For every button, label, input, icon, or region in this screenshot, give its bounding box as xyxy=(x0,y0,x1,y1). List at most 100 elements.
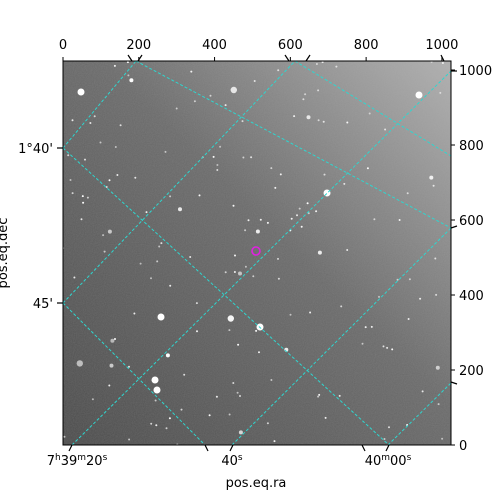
star xyxy=(195,302,198,305)
star xyxy=(169,284,172,287)
star xyxy=(227,315,234,322)
star xyxy=(165,353,170,358)
grid-line xyxy=(231,227,451,445)
bright-star xyxy=(153,386,161,394)
grid-line xyxy=(63,61,296,304)
star xyxy=(128,438,131,441)
star xyxy=(71,119,74,122)
star xyxy=(323,173,326,176)
star xyxy=(154,399,157,402)
star xyxy=(216,164,219,166)
star xyxy=(196,330,198,333)
star xyxy=(259,218,262,221)
star xyxy=(382,345,385,348)
star xyxy=(293,115,296,118)
star xyxy=(407,318,410,320)
star xyxy=(228,413,231,416)
star xyxy=(277,277,280,280)
star xyxy=(315,63,318,65)
star xyxy=(128,365,130,368)
star xyxy=(364,326,367,329)
star xyxy=(80,218,83,221)
star xyxy=(441,437,444,440)
star xyxy=(99,141,102,144)
star xyxy=(236,391,239,394)
star xyxy=(239,395,241,397)
star xyxy=(296,214,298,217)
star xyxy=(108,179,111,182)
star xyxy=(180,408,183,411)
star xyxy=(266,422,269,425)
star xyxy=(373,218,376,221)
top-tick-label: 400 xyxy=(202,38,227,53)
star xyxy=(386,346,389,349)
star xyxy=(133,312,136,315)
star xyxy=(368,112,371,115)
star xyxy=(244,265,247,268)
star xyxy=(370,325,373,328)
star xyxy=(384,128,387,131)
star xyxy=(252,275,255,278)
star xyxy=(193,100,196,103)
grid-line xyxy=(63,147,390,445)
star xyxy=(366,167,369,170)
star xyxy=(391,348,394,351)
star xyxy=(116,174,119,176)
star xyxy=(63,435,66,438)
star xyxy=(274,186,277,189)
star xyxy=(168,417,171,420)
star xyxy=(266,221,269,224)
star xyxy=(435,365,440,370)
star xyxy=(419,297,422,300)
top-pixel-axis: 0 200 400 600 800 1000 xyxy=(59,38,458,61)
plot-frame xyxy=(62,60,452,446)
ra-tick-label-2: 40m00s xyxy=(365,453,412,469)
star xyxy=(298,207,301,210)
star xyxy=(102,234,105,237)
star xyxy=(86,196,89,199)
star xyxy=(224,271,227,274)
star xyxy=(150,277,152,280)
star xyxy=(84,158,86,161)
star xyxy=(208,414,211,417)
star xyxy=(93,115,96,118)
star xyxy=(145,211,148,214)
star xyxy=(212,155,215,158)
star xyxy=(338,394,341,397)
star xyxy=(224,104,227,107)
y-axis-title: pos.eq.dec xyxy=(0,218,11,289)
star xyxy=(306,115,311,120)
star xyxy=(216,169,219,171)
star xyxy=(398,219,401,221)
star xyxy=(273,440,276,443)
star xyxy=(432,184,435,187)
star xyxy=(388,426,390,429)
star xyxy=(110,338,115,343)
star xyxy=(198,194,201,197)
star xyxy=(178,207,182,212)
right-pixel-axis: 0 200 400 600 800 1000 xyxy=(451,64,492,454)
grid-line xyxy=(135,61,451,229)
star xyxy=(247,219,250,222)
star xyxy=(237,343,240,346)
star xyxy=(232,204,235,207)
star xyxy=(114,338,116,340)
coordinate-grid xyxy=(63,61,451,445)
star xyxy=(277,69,280,72)
star xyxy=(306,202,309,205)
star xyxy=(69,179,72,181)
world-tick-marks xyxy=(57,54,458,452)
star xyxy=(183,373,186,376)
dec-tick-label-1: 45' xyxy=(33,297,53,312)
star xyxy=(343,182,346,185)
star xyxy=(89,122,92,124)
star xyxy=(241,120,244,123)
star xyxy=(255,229,260,234)
star xyxy=(244,229,247,232)
star xyxy=(441,62,444,64)
star xyxy=(228,329,231,332)
right-tick-label: 0 xyxy=(459,439,467,454)
star xyxy=(108,384,111,387)
dec-tick-label-0: 1°40' xyxy=(18,142,53,157)
